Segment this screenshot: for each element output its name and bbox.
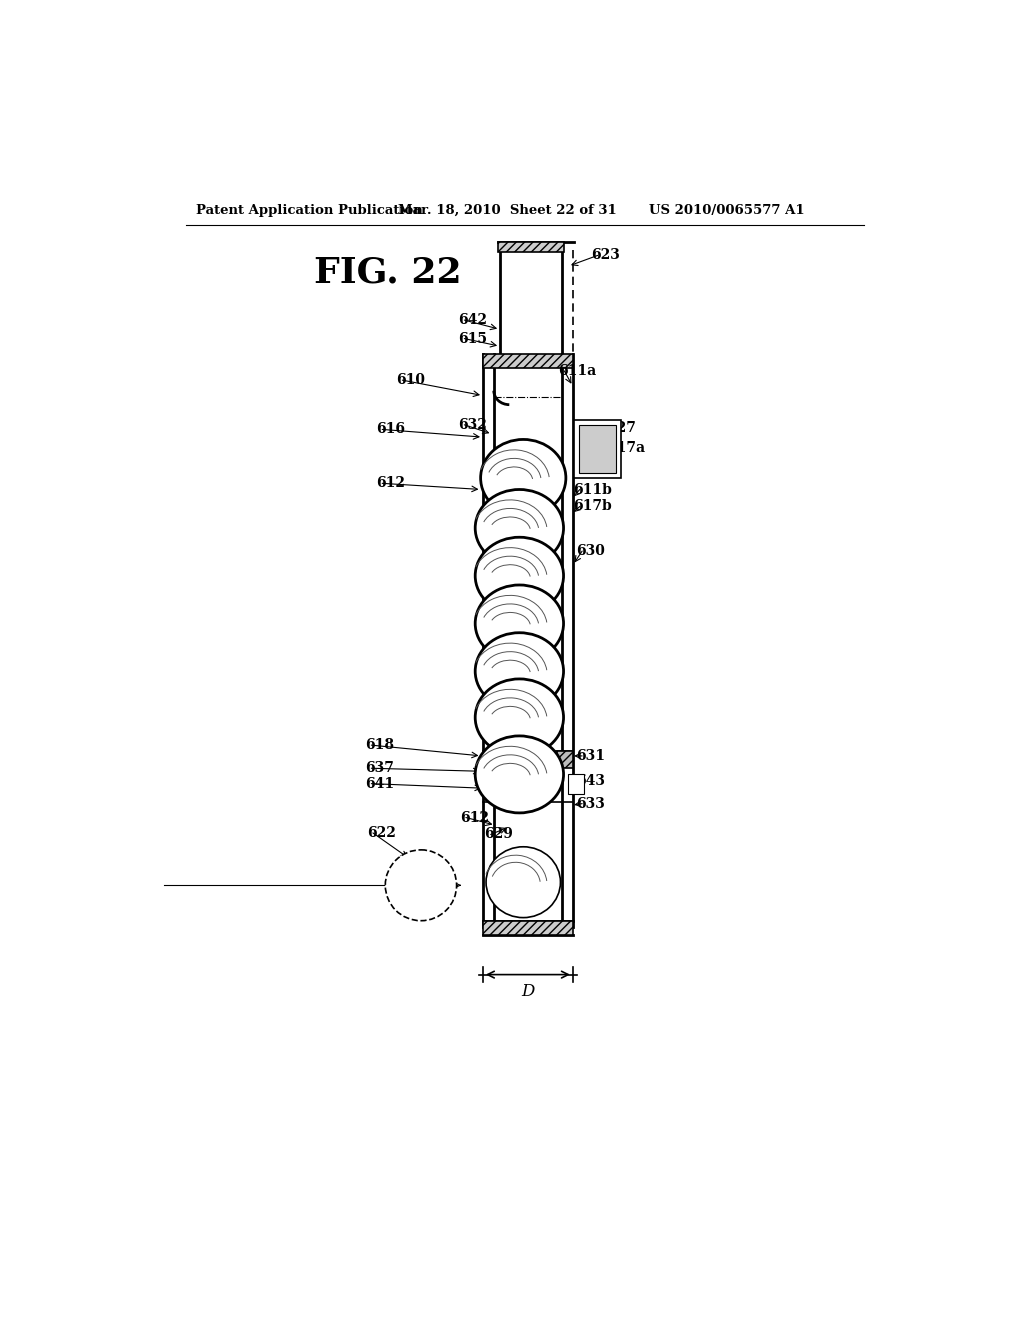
- Text: 610: 610: [396, 374, 425, 387]
- Ellipse shape: [480, 440, 566, 516]
- Ellipse shape: [475, 490, 563, 566]
- Bar: [568, 775, 584, 793]
- Ellipse shape: [475, 537, 563, 614]
- Text: 622: 622: [367, 826, 395, 840]
- Text: 615: 615: [458, 331, 487, 346]
- Text: 632: 632: [458, 418, 487, 432]
- Text: 616: 616: [376, 422, 406, 437]
- Text: FIG. 22: FIG. 22: [314, 255, 462, 289]
- Bar: [579, 425, 616, 474]
- Text: 642: 642: [458, 313, 487, 327]
- Text: 612: 612: [460, 810, 488, 825]
- Ellipse shape: [385, 850, 457, 921]
- Bar: [483, 751, 500, 775]
- Text: 633: 633: [575, 797, 605, 810]
- Text: 617a: 617a: [607, 441, 645, 455]
- Text: 623: 623: [592, 248, 621, 263]
- Text: 643: 643: [575, 774, 605, 788]
- Text: 641: 641: [366, 776, 394, 791]
- Text: 611a: 611a: [558, 364, 596, 378]
- Text: Patent Application Publication: Patent Application Publication: [197, 205, 423, 218]
- Bar: [483, 354, 572, 368]
- Text: 630: 630: [575, 544, 605, 558]
- Ellipse shape: [475, 632, 563, 710]
- Bar: [557, 751, 572, 768]
- Text: D: D: [521, 983, 535, 1001]
- Text: 618: 618: [366, 738, 394, 752]
- Text: 629: 629: [484, 828, 513, 841]
- Ellipse shape: [475, 678, 563, 756]
- Text: 627: 627: [607, 421, 636, 434]
- Text: 612: 612: [408, 900, 437, 913]
- Text: Mar. 18, 2010  Sheet 22 of 31: Mar. 18, 2010 Sheet 22 of 31: [397, 205, 616, 218]
- Bar: [499, 242, 564, 252]
- Text: US 2010/0065577 A1: US 2010/0065577 A1: [649, 205, 805, 218]
- Bar: [483, 921, 572, 935]
- Text: 612: 612: [376, 477, 406, 490]
- Ellipse shape: [475, 737, 563, 813]
- Ellipse shape: [486, 847, 560, 917]
- Text: 611b: 611b: [573, 483, 612, 496]
- Bar: [574, 420, 621, 478]
- Text: 617b: 617b: [573, 499, 612, 513]
- Ellipse shape: [475, 585, 563, 663]
- Text: 637: 637: [366, 762, 394, 775]
- Text: 631: 631: [575, 748, 605, 763]
